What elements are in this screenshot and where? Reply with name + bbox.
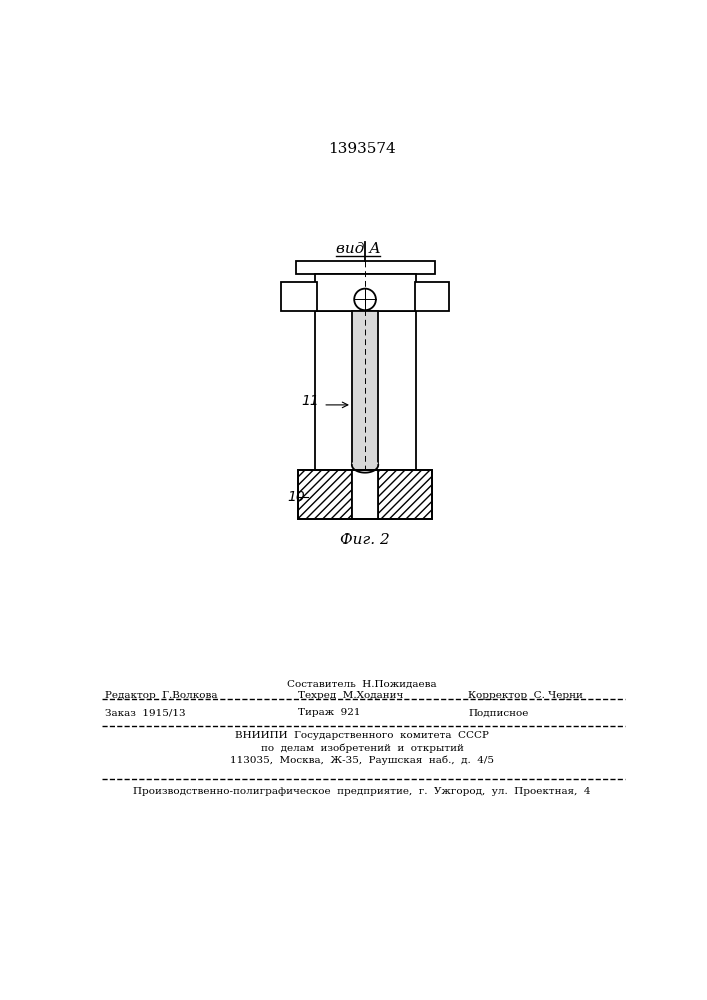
Text: вид А: вид А	[336, 242, 380, 256]
Bar	[378, 470, 432, 519]
Text: 11: 11	[302, 394, 320, 408]
Bar	[352, 311, 378, 465]
Text: Редактор  Г.Волкова: Редактор Г.Волкова	[105, 691, 218, 700]
Text: по  делам  изобретений  и  открытий: по делам изобретений и открытий	[260, 744, 463, 753]
Bar	[298, 470, 432, 519]
Text: Техред  М.Ходанич: Техред М.Ходанич	[298, 691, 403, 700]
Bar	[352, 470, 378, 519]
Text: Подписное: Подписное	[468, 708, 529, 717]
Text: Фиг. 2: Фиг. 2	[340, 533, 390, 547]
Circle shape	[354, 289, 376, 310]
Text: Тираж  921: Тираж 921	[298, 708, 360, 717]
Text: 1393574: 1393574	[328, 142, 396, 156]
Ellipse shape	[352, 457, 378, 473]
Text: Заказ  1915/13: Заказ 1915/13	[105, 708, 186, 717]
Bar	[315, 311, 416, 470]
Bar	[296, 261, 435, 274]
Bar	[414, 282, 449, 311]
Bar	[298, 470, 352, 519]
Text: Корректор  С. Черни: Корректор С. Черни	[468, 691, 583, 700]
Text: 113035,  Москва,  Ж-35,  Раушская  наб.,  д.  4/5: 113035, Москва, Ж-35, Раушская наб., д. …	[230, 756, 494, 765]
Text: Составитель  Н.Пожидаева: Составитель Н.Пожидаева	[287, 680, 437, 689]
Text: ВНИИПИ  Государственного  комитета  СССР: ВНИИПИ Государственного комитета СССР	[235, 732, 489, 740]
Text: 10: 10	[288, 490, 305, 504]
Bar	[281, 282, 317, 311]
Bar	[315, 274, 416, 311]
Text: Производственно-полиграфическое  предприятие,  г.  Ужгород,  ул.  Проектная,  4: Производственно-полиграфическое предприя…	[133, 787, 591, 796]
